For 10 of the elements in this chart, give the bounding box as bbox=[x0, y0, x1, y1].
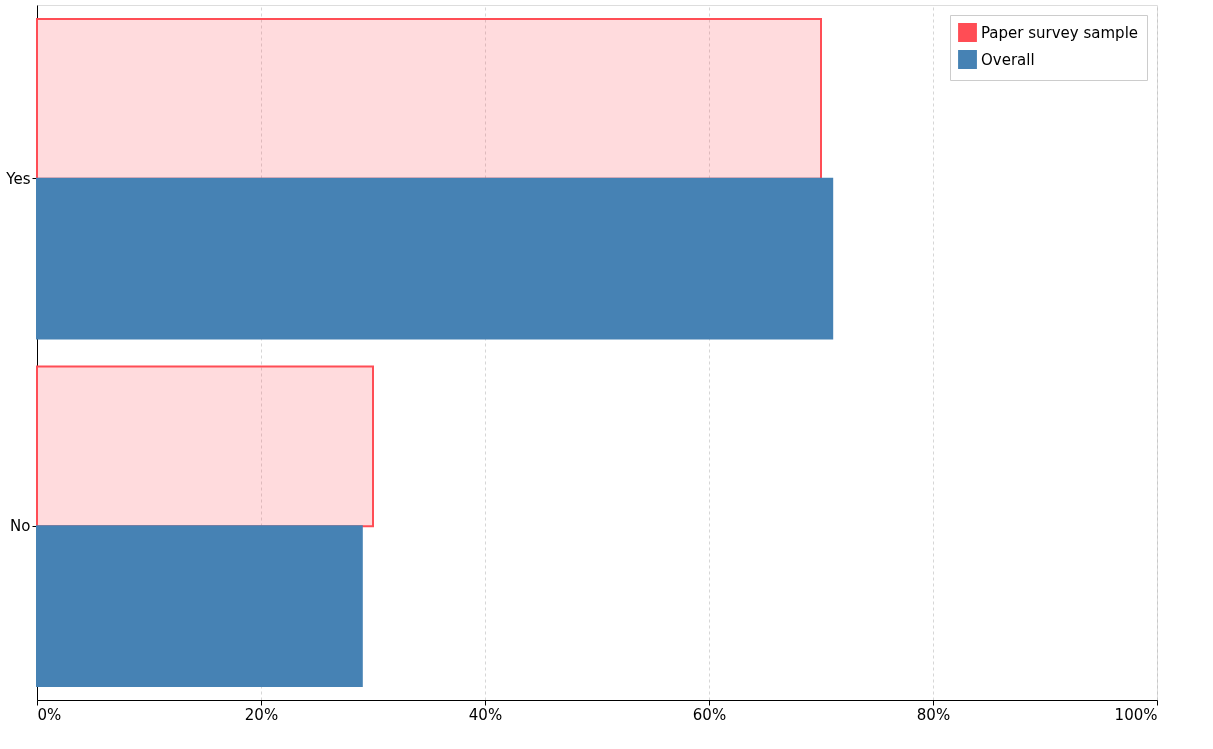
x-tick-label: 100% bbox=[1114, 705, 1158, 724]
x-tick-label: 20% bbox=[244, 705, 279, 724]
x-tick-label: 40% bbox=[468, 705, 503, 724]
y-tick-label: Yes bbox=[5, 169, 31, 188]
y-tick-label: No bbox=[10, 517, 31, 536]
legend-label: Paper survey sample bbox=[981, 23, 1139, 42]
legend-label: Overall bbox=[981, 50, 1035, 69]
x-tick-label: 80% bbox=[916, 705, 951, 724]
x-tick-label: 60% bbox=[692, 705, 727, 724]
x-tick-label: 0% bbox=[37, 705, 62, 724]
